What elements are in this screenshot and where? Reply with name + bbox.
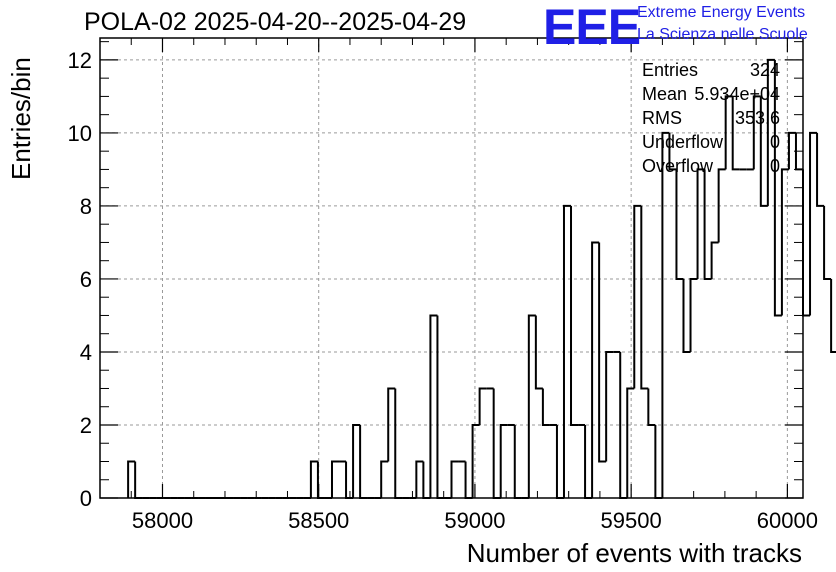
x-tick-label: 59000 [444, 508, 505, 533]
stats-overflow: Overflow 0 [642, 154, 780, 178]
histogram-bin [436, 315, 445, 499]
histogram-bin [513, 424, 522, 499]
y-tick-label: 2 [80, 413, 92, 438]
histogram-bin [759, 96, 768, 207]
chart-title: POLA-02 2025-04-20--2025-04-29 [84, 8, 467, 36]
stats-entries-value: 324 [749, 60, 780, 80]
y-axis-label: Entries/bin [6, 57, 36, 180]
histogram-bin [682, 278, 691, 353]
histogram-bin [394, 388, 403, 499]
histogram-bin [689, 277, 698, 352]
histogram-bin [766, 58, 775, 206]
stats-overflow-label: Overflow [642, 156, 714, 176]
y-tick-label: 6 [80, 267, 92, 292]
stats-underflow-value: 0 [769, 132, 780, 152]
histogram-bin [675, 169, 684, 280]
histogram-bin [794, 132, 803, 171]
stats-overflow-value: 0 [769, 156, 780, 176]
histogram-bin [422, 461, 431, 499]
histogram-bin [492, 388, 501, 499]
histogram-bin [450, 460, 459, 498]
histogram-bin [478, 387, 487, 425]
y-axis-ticks: 0 2 4 6 8 10 12 [68, 41, 803, 511]
y-tick-label: 4 [80, 340, 92, 365]
stats-rms-label: RMS [642, 108, 682, 128]
histogram-bin [562, 204, 572, 498]
histogram-bin [668, 132, 677, 171]
histogram-bin [717, 168, 726, 243]
histogram-bin [499, 423, 508, 498]
histogram-bin [724, 95, 733, 170]
stats-underflow: Underflow 0 [642, 130, 780, 154]
x-axis-ticks: 58000 58500 59000 59500 60000 [99, 38, 818, 533]
histogram-bin [626, 387, 635, 498]
stats-box: Entries 324 Mean 5.934e+04 RMS 353.6 Und… [642, 58, 780, 178]
histogram-bin [330, 460, 340, 498]
histogram-bin [534, 315, 543, 390]
histogram-bin [809, 131, 818, 316]
x-tick-label: 60000 [757, 508, 818, 533]
histogram-bin [731, 96, 740, 171]
histogram-bin [787, 131, 796, 170]
histogram-bin [570, 205, 579, 426]
histogram-bin [830, 278, 836, 353]
histogram-bin [605, 350, 614, 462]
histogram-bin [527, 314, 536, 498]
logo-line-1: Extreme Energy Events [637, 4, 806, 21]
histogram-bin [359, 424, 368, 499]
histogram-bin [352, 423, 361, 498]
histogram-bin [584, 424, 593, 499]
histogram-bin [309, 460, 318, 498]
histogram-bin [640, 205, 649, 390]
histogram-bin [802, 169, 811, 317]
histogram-bin [780, 168, 789, 316]
stats-mean: Mean 5.934e+04 [642, 82, 780, 106]
logo-text: Extreme Energy Events La Scienza nelle S… [637, 2, 808, 46]
histogram-bin [591, 241, 600, 498]
x-axis-label: Number of events with tracks [466, 538, 802, 568]
histogram-bin [661, 131, 670, 498]
histogram-bin [380, 460, 389, 498]
eee-logo: EEE [543, 0, 641, 55]
histogram-bin [555, 424, 564, 499]
histogram-bin [647, 388, 656, 426]
plot-frame [99, 37, 804, 499]
histogram-bin [387, 387, 396, 462]
y-tick-label: 0 [80, 486, 92, 511]
y-tick-label: 12 [68, 48, 92, 73]
logo-line-2: La Scienza nelle Scuole [637, 26, 808, 43]
stats-entries: Entries 324 [642, 58, 780, 82]
x-tick-label: 58500 [288, 508, 349, 533]
histogram-bin [823, 205, 832, 280]
histogram-bin [633, 204, 642, 389]
histogram-bin [696, 168, 705, 279]
histogram-bin [134, 461, 143, 499]
stats-mean-value: 5.934e+04 [694, 84, 780, 104]
histogram-bin [127, 460, 136, 498]
stats-entries-label: Entries [642, 60, 699, 80]
y-tick-label: 8 [80, 194, 92, 219]
stats-rms-value: 353.6 [734, 108, 780, 128]
histogram-bin [710, 241, 719, 279]
histogram-bin [703, 169, 712, 280]
histogram-bin [773, 59, 782, 317]
histogram-bin [654, 424, 663, 499]
stats-underflow-label: Underflow [642, 132, 724, 152]
histogram-bin [464, 461, 473, 499]
histogram-bin [471, 423, 480, 498]
histogram-bin [429, 314, 438, 498]
stats-mean-label: Mean [642, 84, 688, 104]
histogram-bin [752, 95, 761, 170]
grid-lines [100, 38, 803, 498]
histogram-bin [816, 132, 825, 207]
histogram-bin [415, 460, 424, 498]
histogram-bin [598, 242, 607, 463]
x-tick-label: 58000 [132, 508, 193, 533]
x-tick-label: 59500 [601, 508, 662, 533]
y-tick-label: 10 [68, 121, 92, 146]
stats-rms: RMS 353.6 [642, 106, 780, 130]
histogram-bin [541, 388, 550, 426]
